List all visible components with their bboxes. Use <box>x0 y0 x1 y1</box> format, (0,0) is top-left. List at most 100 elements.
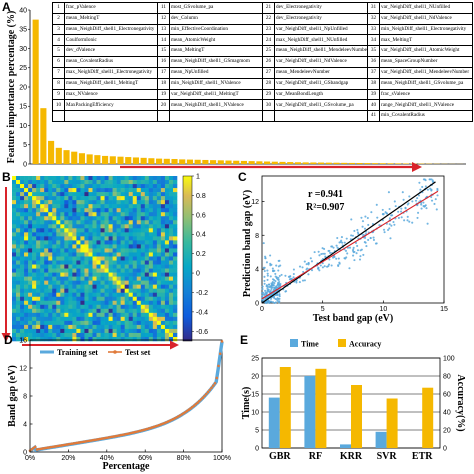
heatmap-cell <box>16 256 21 261</box>
heatmap-cell <box>144 312 150 318</box>
heatmap-cell <box>112 268 117 273</box>
scatter-point <box>262 298 265 301</box>
heatmap-cell <box>104 212 109 217</box>
heatmap-cell <box>32 336 37 342</box>
heatmap-cell <box>104 240 109 245</box>
heatmap-cell <box>36 200 41 205</box>
feature-name: mean_NpUnfilled <box>169 66 263 79</box>
heatmap-cell <box>16 184 21 189</box>
heatmap-cell <box>168 208 174 213</box>
bar <box>217 160 224 164</box>
scatter-point <box>411 221 414 224</box>
scatter-point <box>270 296 273 299</box>
heatmap-cell <box>80 228 85 233</box>
colorbar-tick-label: 0.8 <box>196 193 206 200</box>
heatmap-cell <box>164 248 170 253</box>
scatter-point <box>266 272 269 275</box>
y-tick-label: 12 <box>19 366 27 373</box>
heatmap-cell <box>156 180 162 185</box>
heatmap-cell <box>136 300 142 306</box>
heatmap-cell <box>48 280 53 285</box>
heatmap-cell <box>44 268 49 273</box>
scatter-point <box>327 265 330 268</box>
test-set-point <box>108 435 112 439</box>
heatmap-cell <box>144 284 150 289</box>
heatmap-cell <box>128 236 134 241</box>
heatmap-cell <box>12 248 17 253</box>
feature-rank: 22 <box>262 12 275 25</box>
heatmap-cell <box>48 272 53 277</box>
heatmap-cell <box>52 288 57 294</box>
heatmap-cell <box>28 256 33 261</box>
heatmap-cell <box>140 188 146 193</box>
scatter-point <box>331 251 334 255</box>
feature-name: mean_CovalentRadius <box>64 56 158 68</box>
heatmap-cell <box>104 188 109 193</box>
heatmap-cell <box>76 208 81 213</box>
heatmap-cell <box>76 280 81 285</box>
heatmap-cell <box>92 332 97 338</box>
scatter-point <box>275 276 278 279</box>
scatter-point <box>423 178 426 181</box>
heatmap-cell <box>160 236 166 241</box>
scatter-point <box>418 201 421 204</box>
heatmap-cell <box>56 328 61 334</box>
heatmap-cell <box>140 184 146 189</box>
scatter-point <box>319 260 322 263</box>
plot-frame <box>261 357 441 449</box>
scatter-point <box>292 268 295 271</box>
heatmap-cell <box>12 272 17 277</box>
heatmap-cell <box>116 260 121 265</box>
heatmap-cell <box>92 236 97 241</box>
scatter-point <box>264 299 267 302</box>
scatter-point <box>270 283 273 286</box>
heatmap-cell <box>144 292 150 298</box>
test-set-point <box>95 438 98 441</box>
feature-rank: 35 <box>367 45 380 58</box>
heatmap-cell <box>156 308 162 314</box>
heatmap-cell <box>44 184 49 189</box>
test-set-point <box>220 340 224 343</box>
heatmap-cell <box>64 268 69 273</box>
scatter-point <box>343 241 346 244</box>
heatmap-cell <box>156 256 162 261</box>
scatter-point <box>277 297 280 301</box>
heatmap-cell <box>60 332 65 338</box>
bar <box>364 163 371 164</box>
test-set-point <box>122 433 126 436</box>
y-tick-label: 30 <box>19 46 27 53</box>
heatmap-cell <box>40 224 45 229</box>
heatmap-cell <box>72 336 77 342</box>
heatmap-cell <box>104 200 109 205</box>
heatmap-cell <box>84 288 89 294</box>
scatter-point <box>262 301 265 304</box>
test-set-point <box>208 388 212 392</box>
heatmap-cell <box>72 300 77 306</box>
heatmap-cell <box>148 304 154 310</box>
heatmap-cell <box>100 292 105 298</box>
heatmap-cell <box>156 228 162 233</box>
heatmap-cell <box>12 260 17 265</box>
heatmap-cell <box>108 244 113 249</box>
scatter-point <box>265 284 268 287</box>
heatmap-cell <box>172 280 178 285</box>
feature-name: MaxPackingEfficiency <box>64 99 158 112</box>
bar <box>40 108 47 164</box>
scatter-point <box>345 237 348 240</box>
heatmap-cell <box>140 208 146 213</box>
test-set-point <box>35 448 39 451</box>
heatmap-cell <box>140 204 146 209</box>
heatmap-cell <box>92 272 97 277</box>
scatter-point <box>431 179 434 182</box>
heatmap-cell <box>40 272 45 277</box>
heatmap-cell <box>56 176 61 181</box>
scatter-point <box>264 299 267 302</box>
heatmap-cell <box>64 212 69 217</box>
heatmap-cell <box>72 212 77 217</box>
heatmap-cell <box>124 228 130 233</box>
heatmap-cell <box>144 328 150 334</box>
heatmap-cell <box>88 228 93 233</box>
scatter-point <box>279 284 282 288</box>
heatmap-cell <box>24 252 29 257</box>
heatmap-cell <box>156 324 162 330</box>
